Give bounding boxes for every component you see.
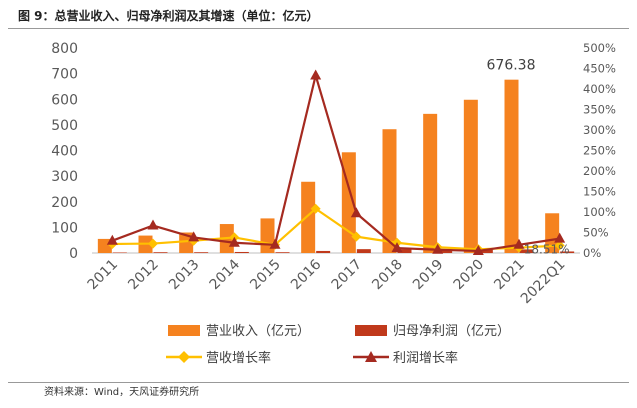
profit-growth-point xyxy=(188,231,200,242)
x-tick-label: 2013 xyxy=(166,257,203,294)
left-tick-label: 100 xyxy=(51,220,78,236)
revenue-growth-point xyxy=(310,203,321,214)
profit-bar xyxy=(438,249,453,253)
right-tick-label: 150% xyxy=(583,185,616,199)
left-tick-label: 200 xyxy=(51,195,78,211)
revenue-bar xyxy=(504,79,519,253)
left-tick-label: 500 xyxy=(51,118,78,134)
x-tick-label: 2014 xyxy=(207,256,244,293)
profit-growth-point xyxy=(147,219,159,230)
legend-swatch-profit xyxy=(355,325,387,336)
profit-bar xyxy=(356,249,371,253)
right-tick-label: 0% xyxy=(583,246,601,260)
profit-growth-point xyxy=(391,242,403,253)
right-axis-ticks: 0% 50% 100% 150% 200% 250% 300% 350% 400% 450% 500… xyxy=(583,41,616,260)
legend: 营业收入（亿元） 归母净利润（亿元） 营收增长率 利润增长率 xyxy=(166,324,510,366)
x-tick-label: 2017 xyxy=(329,257,366,294)
profit-bar xyxy=(397,249,412,253)
profit-bar xyxy=(234,251,249,253)
x-axis-ticks: 2011 2012 2013 2014 2015 2016 2017 2018 2019 2020… xyxy=(85,256,569,307)
profit-growth-point xyxy=(432,243,444,254)
legend-marker-revenue-growth xyxy=(178,351,190,363)
legend-label-revenue-growth: 营收增长率 xyxy=(206,350,271,366)
right-tick-label: 300% xyxy=(583,123,616,137)
left-tick-label: 700 xyxy=(51,67,78,83)
figure-title: 图 9：总营业收入、归母净利润及其增速（单位：亿元） xyxy=(8,6,629,29)
right-tick-label: 250% xyxy=(583,144,616,158)
profit-bar xyxy=(194,252,209,253)
profit-growth-point xyxy=(310,69,322,80)
right-tick-label: 400% xyxy=(583,82,616,96)
annotations: 676.38 18.51% xyxy=(487,58,570,257)
x-tick-label: 2019 xyxy=(410,257,447,294)
right-tick-label: 50% xyxy=(583,226,609,240)
profit-growth-point xyxy=(269,238,281,249)
legend-marker-profit-growth xyxy=(365,351,377,362)
figure-source: 资料来源：Wind，天风证券研究所 xyxy=(8,382,629,403)
right-tick-label: 350% xyxy=(583,103,616,117)
right-tick-label: 450% xyxy=(583,62,616,76)
profit-growth-point xyxy=(350,207,362,218)
profit-growth-point xyxy=(472,244,484,255)
lines xyxy=(106,69,566,255)
revenue-bar xyxy=(545,213,560,253)
x-tick-label: 2022Q1 xyxy=(518,257,569,308)
bars xyxy=(97,79,575,253)
profit-bar xyxy=(153,252,168,253)
left-axis-ticks: 0 100 200 300 400 500 600 700 800 xyxy=(51,41,78,262)
revenue-bar xyxy=(301,181,316,253)
profit-growth-point xyxy=(513,238,525,249)
legend-label-profit: 归母净利润（亿元） xyxy=(393,324,510,339)
data-label-growth-2022q1: 18.51% xyxy=(524,242,570,256)
right-tick-label: 100% xyxy=(583,205,616,219)
left-tick-label: 300 xyxy=(51,169,78,185)
profit-bar xyxy=(478,249,493,253)
left-tick-label: 600 xyxy=(51,92,78,108)
profit-growth-point xyxy=(106,234,118,245)
x-tick-label: 2012 xyxy=(125,257,162,294)
x-tick-label: 2015 xyxy=(247,257,284,294)
revenue-growth-point xyxy=(148,238,158,249)
x-tick-label: 2020 xyxy=(451,257,488,294)
revenue-bar xyxy=(423,113,438,253)
legend-label-revenue: 营业收入（亿元） xyxy=(206,324,310,339)
legend-swatch-revenue xyxy=(168,325,200,336)
right-tick-label: 200% xyxy=(583,164,616,178)
profit-bar xyxy=(560,251,575,253)
left-tick-label: 0 xyxy=(69,246,78,262)
x-tick-label: 2021 xyxy=(491,257,528,294)
profit-bar xyxy=(275,252,290,253)
profit-growth-point xyxy=(228,236,240,247)
profit-bar xyxy=(316,250,331,253)
revenue-bar xyxy=(179,232,194,253)
data-label-revenue-2021: 676.38 xyxy=(487,58,536,74)
profit-growth-line xyxy=(111,74,560,253)
left-tick-label: 400 xyxy=(51,144,78,160)
revenue-bar xyxy=(382,129,397,253)
legend-label-profit-growth: 利润增长率 xyxy=(393,350,458,366)
right-tick-label: 500% xyxy=(583,41,616,55)
left-tick-label: 800 xyxy=(51,41,78,57)
revenue-growth-point xyxy=(351,231,362,242)
x-tick-label: 2018 xyxy=(369,257,406,294)
profit-growth-point xyxy=(554,232,566,243)
x-tick-label: 2016 xyxy=(288,256,325,293)
profit-bar xyxy=(519,249,534,253)
revenue-bar xyxy=(463,99,478,253)
x-tick-label: 2011 xyxy=(85,257,122,294)
revenue-growth-point xyxy=(554,240,565,251)
profit-bar xyxy=(112,252,127,253)
